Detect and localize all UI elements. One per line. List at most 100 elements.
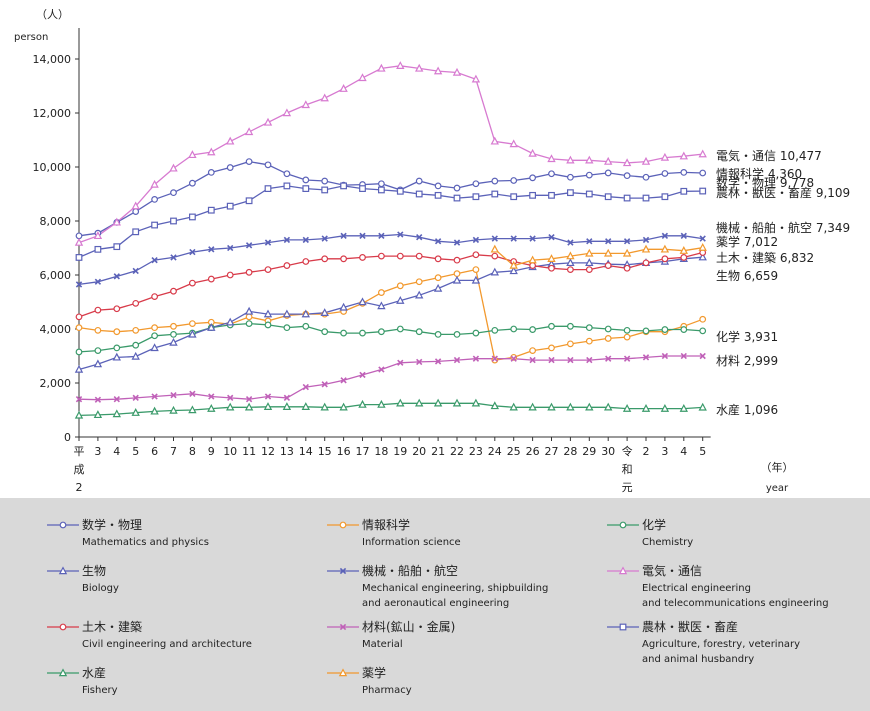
- data-point-s3-8: [226, 317, 235, 326]
- data-point-s2-31: [661, 326, 669, 333]
- data-point-s4-5: [170, 254, 177, 261]
- data-point-s7-16: [378, 366, 385, 373]
- data-point-s2-17: [396, 325, 404, 333]
- data-point-s8-1: [94, 245, 102, 253]
- legend-label-jp: 水産: [82, 666, 107, 680]
- data-point-s6-18: [415, 252, 423, 260]
- data-point-s10-29: [622, 248, 632, 257]
- data-point-s1-4: [151, 324, 159, 332]
- y-tick-label: 6,000: [40, 269, 72, 282]
- data-point-s2-32: [680, 326, 688, 333]
- data-point-s5-4: [150, 179, 159, 188]
- data-point-s0-20: [453, 184, 461, 192]
- data-point-s9-12: [301, 402, 311, 410]
- data-point-s8-12: [302, 185, 310, 193]
- series-line-7: [78, 355, 703, 401]
- data-point-s3-14: [339, 302, 348, 311]
- data-point-s7-6: [189, 390, 196, 397]
- data-point-s4-19: [434, 238, 442, 245]
- legend-swatch: [47, 521, 79, 529]
- data-point-s8-2: [113, 243, 121, 251]
- x-tick-label-part: 6: [151, 445, 158, 458]
- data-point-s5-6: [188, 150, 197, 159]
- data-point-s4-22: [491, 235, 498, 242]
- legend-swatch: [607, 566, 639, 575]
- data-point-s2-27: [585, 324, 593, 332]
- data-point-s5-21: [471, 74, 481, 83]
- data-point-s6-10: [264, 266, 272, 274]
- data-point-s10-25: [547, 254, 556, 262]
- data-point-s1-2: [113, 328, 121, 336]
- data-point-s3-6: [188, 329, 197, 338]
- x-tick-label-part: 19: [393, 445, 407, 458]
- legend-swatch: [47, 566, 79, 575]
- data-point-s6-13: [321, 255, 329, 263]
- data-point-s5-25: [547, 154, 556, 163]
- data-point-s3-27: [585, 258, 594, 267]
- data-point-s1-6: [188, 320, 196, 328]
- data-point-s5-17: [396, 61, 405, 69]
- x-tick-label: 5: [699, 445, 706, 458]
- legend-label-en: Agriculture, forestry, veterinary and an…: [642, 639, 801, 665]
- data-point-s2-3: [132, 341, 140, 349]
- data-point-s7-22: [491, 355, 498, 362]
- data-point-s2-19: [434, 331, 442, 338]
- data-point-s8-31: [661, 193, 669, 201]
- data-point-s5-33: [698, 149, 707, 158]
- data-point-s3-10: [263, 309, 273, 318]
- data-point-s1-21: [472, 266, 480, 274]
- data-point-s2-16: [378, 328, 385, 336]
- series-line-4: [78, 233, 703, 286]
- data-point-s0-10: [264, 161, 272, 169]
- data-point-s4-9: [245, 242, 253, 249]
- data-point-s0-6: [188, 179, 196, 187]
- legend-label-en: Mechanical engineering, shipbuilding and…: [362, 583, 549, 609]
- data-point-s8-25: [548, 191, 555, 199]
- legend-label-en: Pharmacy: [362, 685, 412, 696]
- x-tick-label-part: 8: [189, 445, 196, 458]
- x-tick-label: 4: [113, 445, 120, 458]
- data-point-s4-6: [189, 248, 196, 256]
- data-point-s9-33: [698, 402, 707, 411]
- data-point-s9-27: [585, 402, 594, 411]
- data-point-s7-32: [680, 352, 687, 360]
- data-point-s7-12: [302, 383, 309, 391]
- x-tick-label: 27: [545, 445, 559, 458]
- data-point-s6-31: [661, 255, 669, 263]
- data-point-s6-26: [567, 266, 574, 274]
- data-point-s7-33: [699, 352, 706, 360]
- data-point-s8-4: [151, 221, 159, 229]
- data-point-s3-19: [433, 283, 443, 292]
- legend-swatch: [327, 623, 359, 631]
- data-point-s8-6: [189, 213, 196, 221]
- x-tick-label-part: 28: [563, 445, 577, 458]
- data-point-s6-27: [585, 266, 593, 274]
- data-point-s9-30: [641, 403, 651, 412]
- x-tick-label-part: 元: [622, 481, 633, 494]
- data-point-s2-24: [529, 326, 536, 333]
- data-point-s5-24: [528, 148, 537, 157]
- data-point-s5-7: [207, 147, 216, 156]
- data-point-s9-16: [377, 399, 386, 408]
- y-tick-label: 14,000: [33, 53, 72, 66]
- x-tick-label-part: 29: [582, 445, 596, 458]
- series-line-10: [494, 247, 703, 267]
- data-point-s4-20: [453, 239, 461, 246]
- legend-label-en: Fishery: [82, 685, 118, 696]
- data-point-s7-27: [586, 356, 593, 364]
- x-tick-label: 13: [280, 445, 294, 458]
- data-point-s5-18: [414, 63, 424, 72]
- data-point-s3-13: [320, 308, 329, 316]
- legend-label-jp: 薬学: [362, 666, 387, 680]
- data-point-s4-30: [642, 236, 650, 244]
- data-point-s9-5: [169, 405, 178, 414]
- data-point-s0-5: [170, 189, 177, 197]
- data-point-s3-3: [131, 351, 140, 360]
- data-point-s9-20: [452, 398, 462, 407]
- data-point-s7-0: [75, 396, 83, 403]
- data-point-s8-26: [566, 189, 574, 197]
- data-point-s4-28: [605, 238, 612, 245]
- data-point-s5-32: [679, 151, 689, 160]
- legend-swatch-marker: [58, 668, 68, 677]
- data-point-s1-24: [529, 347, 536, 355]
